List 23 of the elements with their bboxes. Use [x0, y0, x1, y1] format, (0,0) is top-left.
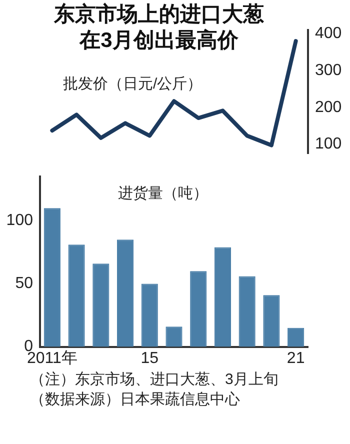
bar — [190, 271, 207, 347]
bar — [92, 264, 110, 347]
x-tick-label: 21 — [286, 350, 305, 367]
bar — [263, 295, 280, 347]
y-tick-label: 100 — [315, 136, 342, 153]
x-tick-label: 15 — [140, 350, 159, 367]
y-tick-label: 100 — [6, 212, 34, 230]
bar — [166, 326, 182, 347]
bar — [116, 240, 134, 347]
bar — [44, 208, 60, 347]
bar — [214, 247, 232, 347]
bar — [238, 276, 256, 347]
y-axis-title: 进货量（吨） — [118, 185, 208, 202]
y-axis-title: 批发价（日元/公斤） — [63, 76, 202, 93]
text: （数据来源）日本果蔬信息中心 — [29, 390, 241, 410]
bar — [68, 244, 85, 347]
y-tick-label: 300 — [315, 62, 342, 79]
text: （注）东京市场、进口大葱、3月上旬 — [29, 370, 280, 390]
bar — [141, 284, 158, 347]
y-tick-label: 50 — [15, 275, 34, 292]
y-tick-label: 200 — [315, 98, 342, 116]
chart-title: 东京市场上的进口大葱在3月创出最高价 — [52, 2, 265, 54]
y-tick-label: 400 — [315, 25, 342, 42]
